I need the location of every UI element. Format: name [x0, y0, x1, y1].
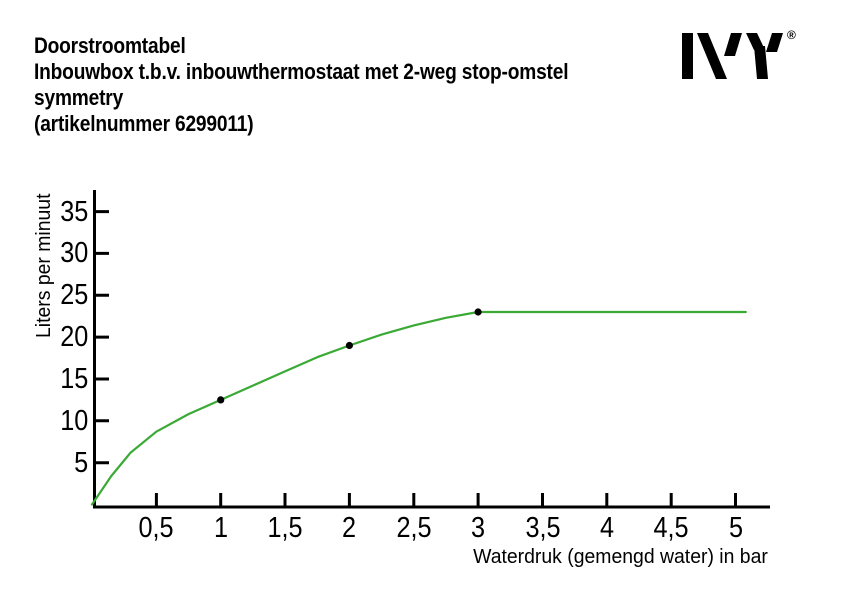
x-tick-label-0-5: 0,5: [138, 512, 174, 544]
flow-curve: [90, 310, 747, 506]
y-tick-label-5: 5: [73, 446, 88, 479]
logo-letter-y-stem: [754, 46, 768, 79]
y-tick-label-10: 10: [59, 404, 88, 437]
x-tick-label-1: 1: [213, 512, 228, 544]
x-axis-title: Waterdruk (gemengd water) in bar: [473, 546, 768, 568]
title-line-2: Inbouwbox t.b.v. inbouwthermostaat met 2…: [34, 59, 569, 84]
title-line-1: Doorstroomtabel: [34, 33, 186, 58]
x-tick-label-3-5: 3,5: [524, 512, 561, 544]
y-tick-marks: [96, 210, 109, 465]
x-tick-marks: [154, 493, 737, 506]
x-tick-label-5: 5: [728, 512, 743, 544]
logo-letter-y-left-stroke: [746, 33, 765, 50]
logo-letter-v-right-stroke: [724, 33, 742, 56]
ivy-logo: [682, 33, 783, 79]
title-line-4: (artikelnummer 6299011): [34, 111, 254, 136]
y-tick-label-35: 35: [59, 195, 88, 228]
x-tick-label-4: 4: [599, 512, 614, 544]
y-tick-label-30: 30: [59, 237, 88, 270]
logo-letter-i: [682, 33, 693, 79]
logo-letter-v-left-stroke: [697, 33, 727, 79]
x-tick-label-2: 2: [342, 512, 357, 544]
data-point: [217, 396, 225, 404]
y-tick-label-15: 15: [59, 363, 88, 395]
registered-trademark-icon: ®: [787, 28, 796, 42]
y-tick-label-25: 25: [59, 279, 88, 312]
x-tick-label-2-5: 2,5: [396, 512, 432, 544]
y-tick-label-20: 20: [59, 321, 88, 354]
document-title-block: Doorstroomtabel Inbouwbox t.b.v. inbouwt…: [34, 33, 569, 137]
data-point: [474, 308, 482, 316]
series-layer: [90, 308, 747, 506]
y-axis-title: Liters per minuut: [33, 193, 55, 338]
data-point: [345, 341, 353, 350]
title-line-3: symmetry: [34, 85, 124, 110]
x-tick-label-4-5: 4,5: [653, 512, 689, 544]
x-tick-label-3: 3: [471, 512, 486, 544]
logo-letter-y-right-stroke: [766, 33, 783, 52]
x-tick-label-1-5: 1,5: [267, 512, 303, 544]
